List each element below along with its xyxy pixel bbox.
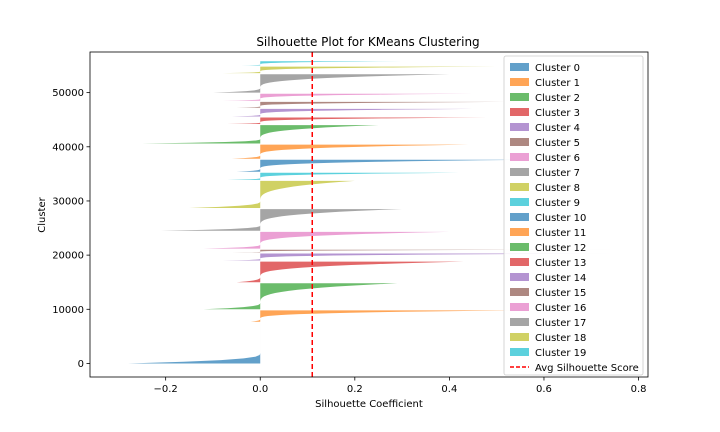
silhouette-cluster-7 [160, 209, 403, 231]
silhouette-cluster-5 [231, 249, 620, 253]
silhouette-cluster-16 [222, 93, 474, 101]
silhouette-cluster-0 [127, 322, 261, 364]
legend-label: Cluster 11 [535, 228, 586, 239]
legend-swatch [510, 258, 529, 266]
y-tick-label: 20000 [52, 251, 84, 262]
y-tick-label: 10000 [52, 305, 84, 316]
x-tick-label: 0.6 [536, 384, 552, 395]
y-axis: 0 10000 20000 30000 40000 50000 [52, 88, 90, 370]
silhouette-cluster-13 [227, 117, 488, 125]
legend-label: Cluster 18 [535, 333, 586, 344]
silhouette-cluster-3 [236, 261, 464, 283]
silhouette-cluster-11 [231, 144, 469, 159]
legend-swatch [510, 333, 529, 341]
legend-label: Cluster 7 [535, 168, 580, 179]
x-tick-label: 0.0 [252, 384, 268, 395]
legend-box [503, 55, 644, 376]
legend-label: Cluster 8 [535, 183, 580, 194]
legend-swatch [510, 288, 529, 296]
legend-swatch [510, 108, 529, 116]
series-layer [127, 61, 620, 364]
legend-swatch [510, 168, 529, 176]
silhouette-cluster-9 [227, 172, 459, 180]
legend-swatch [510, 273, 529, 281]
silhouette-cluster-4 [222, 253, 615, 261]
x-axis-label: Silhouette Coefficient [315, 399, 423, 410]
legend-swatch [510, 183, 529, 191]
legend-swatch [510, 243, 529, 251]
y-tick-label: 50000 [52, 88, 84, 99]
silhouette-cluster-18 [222, 66, 497, 74]
silhouette-cluster-6 [203, 231, 450, 249]
y-axis-label: Cluster [37, 196, 48, 232]
legend-swatch [510, 228, 529, 236]
legend-swatch [510, 123, 529, 131]
x-tick-label: 0.8 [631, 384, 647, 395]
legend-label: Cluster 4 [535, 123, 580, 134]
legend-avg-label: Avg Silhouette Score [535, 363, 639, 374]
silhouette-cluster-8 [189, 180, 355, 208]
legend-label: Cluster 16 [535, 303, 586, 314]
legend-label: Cluster 1 [535, 78, 580, 89]
legend-swatch [510, 138, 529, 146]
legend-label: Cluster 14 [535, 273, 586, 284]
legend-swatch [510, 348, 529, 356]
legend-label: Cluster 5 [535, 138, 580, 149]
legend-label: Cluster 12 [535, 243, 586, 254]
legend: Cluster 0 Cluster 1 Cluster 2 Cluster 3 Clus… [503, 55, 644, 376]
silhouette-cluster-12 [142, 125, 379, 144]
plot-frame [89, 51, 649, 378]
legend-label: Cluster 2 [535, 93, 580, 104]
silhouette-cluster-2 [203, 283, 398, 310]
silhouette-cluster-17 [212, 74, 450, 93]
silhouette-cluster-1 [250, 310, 516, 322]
silhouette-cluster-10 [236, 159, 526, 172]
y-tick-label: 30000 [52, 196, 84, 207]
plot-area [89, 51, 649, 378]
x-tick-label: 0.2 [347, 384, 363, 395]
legend-label: Cluster 10 [535, 213, 586, 224]
y-tick-label: 40000 [52, 142, 84, 153]
x-axis: −0.2 0.0 0.2 0.4 0.6 0.8 [154, 377, 647, 395]
legend-swatch [510, 198, 529, 206]
silhouette-cluster-19 [241, 61, 403, 66]
legend-label: Cluster 3 [535, 108, 580, 119]
legend-label: Cluster 9 [535, 198, 580, 209]
x-tick-label: −0.2 [154, 384, 178, 395]
legend-label: Cluster 15 [535, 288, 586, 299]
silhouette-cluster-14 [231, 108, 474, 117]
chart-title: Silhouette Plot for KMeans Clustering [256, 35, 479, 49]
legend-swatch [510, 63, 529, 71]
legend-swatch [510, 78, 529, 86]
legend-label: Cluster 0 [535, 63, 580, 74]
legend-label: Cluster 13 [535, 258, 586, 269]
legend-label: Cluster 6 [535, 153, 580, 164]
y-tick-label: 0 [78, 359, 84, 370]
x-tick-label: 0.4 [441, 384, 457, 395]
legend-label: Cluster 19 [535, 348, 586, 359]
legend-swatch [510, 318, 529, 326]
legend-swatch [510, 93, 529, 101]
legend-swatch [510, 153, 529, 161]
legend-label: Cluster 17 [535, 318, 586, 329]
legend-swatch [510, 303, 529, 311]
silhouette-cluster-15 [236, 101, 507, 108]
legend-swatch [510, 213, 529, 221]
